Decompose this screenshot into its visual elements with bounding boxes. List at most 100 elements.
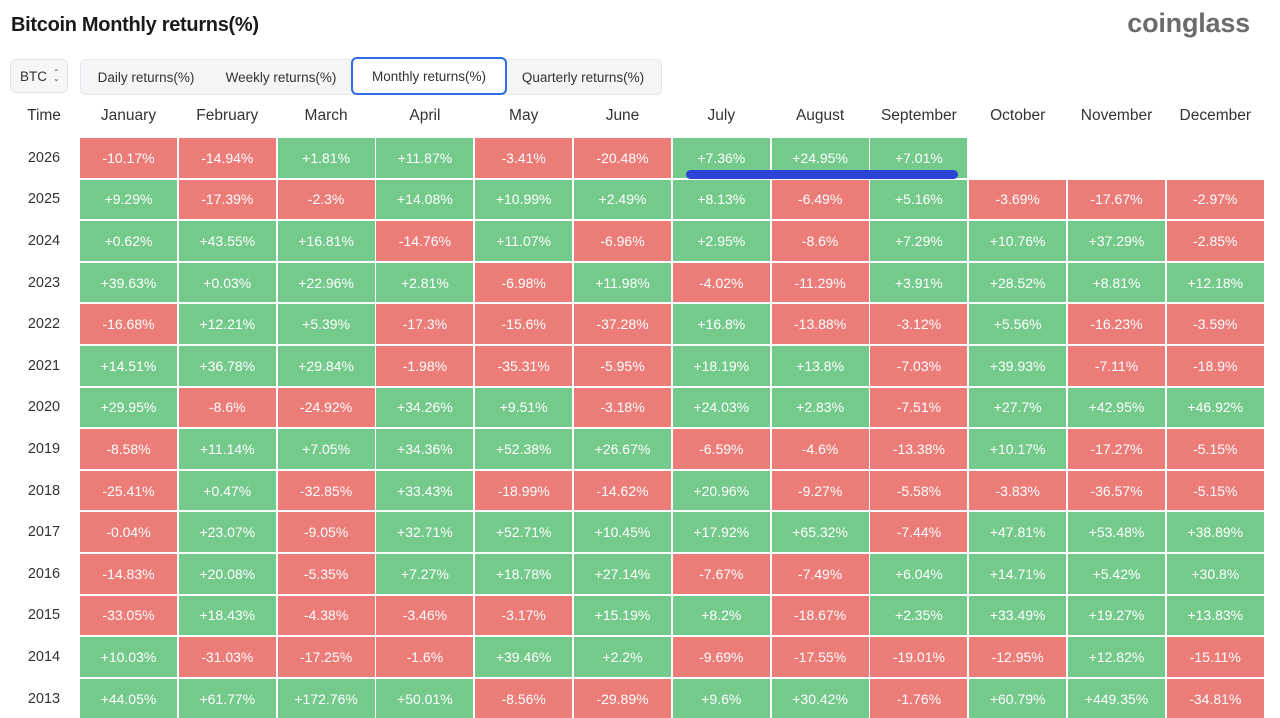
return-cell-2021-april[interactable]: -1.98% — [376, 346, 474, 386]
return-cell-2016-november[interactable]: +5.42% — [1068, 554, 1165, 594]
return-cell-2019-november[interactable]: -17.27% — [1068, 429, 1165, 469]
return-cell-2024-june[interactable]: -6.96% — [574, 221, 671, 261]
return-cell-2017-december[interactable]: +38.89% — [1166, 512, 1264, 552]
return-cell-2018-september[interactable]: -5.58% — [870, 470, 968, 511]
return-cell-2026-january[interactable]: -10.17% — [80, 138, 177, 178]
return-cell-2013-december[interactable]: -34.81% — [1166, 678, 1264, 718]
return-cell-2024-march[interactable]: +16.81% — [277, 221, 375, 261]
return-cell-2021-july[interactable]: +18.19% — [672, 346, 770, 386]
return-cell-2019-july[interactable]: -6.59% — [672, 429, 770, 469]
return-cell-2024-february[interactable]: +43.55% — [178, 221, 276, 261]
return-cell-2014-february[interactable]: -31.03% — [178, 637, 276, 677]
return-cell-2022-july[interactable]: +16.8% — [672, 304, 770, 344]
return-cell-2020-july[interactable]: +24.03% — [672, 387, 770, 428]
return-cell-2019-december[interactable]: -5.15% — [1166, 429, 1264, 469]
return-cell-2023-february[interactable]: +0.03% — [178, 262, 276, 303]
return-cell-2026-february[interactable]: -14.94% — [178, 138, 276, 178]
return-cell-2013-may[interactable]: -8.56% — [475, 678, 573, 718]
return-cell-2023-may[interactable]: -6.98% — [475, 262, 573, 303]
return-cell-2014-september[interactable]: -19.01% — [870, 637, 968, 677]
return-cell-2017-september[interactable]: -7.44% — [870, 512, 968, 552]
return-cell-2020-june[interactable]: -3.18% — [574, 387, 671, 428]
return-cell-2013-october[interactable]: +60.79% — [969, 678, 1067, 718]
return-cell-2014-december[interactable]: -15.11% — [1166, 637, 1264, 677]
return-cell-2023-october[interactable]: +28.52% — [969, 262, 1067, 303]
return-cell-2013-april[interactable]: +50.01% — [376, 678, 474, 718]
return-cell-2020-november[interactable]: +42.95% — [1068, 387, 1165, 428]
return-cell-2023-december[interactable]: +12.18% — [1166, 262, 1264, 303]
return-cell-2015-may[interactable]: -3.17% — [475, 595, 573, 636]
return-cell-2019-february[interactable]: +11.14% — [178, 429, 276, 469]
return-cell-2013-september[interactable]: -1.76% — [870, 678, 968, 718]
return-cell-2024-october[interactable]: +10.76% — [969, 221, 1067, 261]
return-cell-2017-august[interactable]: +65.32% — [771, 512, 869, 552]
return-cell-2016-october[interactable]: +14.71% — [969, 554, 1067, 594]
return-cell-2026-april[interactable]: +11.87% — [376, 138, 474, 178]
return-cell-2022-october[interactable]: +5.56% — [969, 304, 1067, 344]
return-cell-2022-january[interactable]: -16.68% — [80, 304, 177, 344]
return-cell-2018-april[interactable]: +33.43% — [376, 470, 474, 511]
return-cell-2023-january[interactable]: +39.63% — [80, 262, 177, 303]
return-cell-2025-october[interactable]: -3.69% — [969, 179, 1067, 220]
return-cell-2020-march[interactable]: -24.92% — [277, 387, 375, 428]
return-cell-2018-december[interactable]: -5.15% — [1166, 470, 1264, 511]
return-cell-2022-april[interactable]: -17.3% — [376, 304, 474, 344]
return-cell-2018-march[interactable]: -32.85% — [277, 470, 375, 511]
return-cell-2015-october[interactable]: +33.49% — [969, 595, 1067, 636]
return-cell-2015-september[interactable]: +2.35% — [870, 595, 968, 636]
return-cell-2021-may[interactable]: -35.31% — [475, 346, 573, 386]
return-cell-2022-november[interactable]: -16.23% — [1068, 304, 1165, 344]
return-cell-2020-august[interactable]: +2.83% — [771, 387, 869, 428]
return-cell-2025-september[interactable]: +5.16% — [870, 179, 968, 220]
return-cell-2025-january[interactable]: +9.29% — [80, 179, 177, 220]
return-cell-2021-february[interactable]: +36.78% — [178, 346, 276, 386]
return-cell-2026-june[interactable]: -20.48% — [574, 138, 671, 178]
return-cell-2014-july[interactable]: -9.69% — [672, 637, 770, 677]
return-cell-2013-january[interactable]: +44.05% — [80, 678, 177, 718]
coin-select[interactable]: BTC ⌃ ⌄ — [10, 59, 68, 93]
return-cell-2022-february[interactable]: +12.21% — [178, 304, 276, 344]
return-cell-2025-june[interactable]: +2.49% — [574, 179, 671, 220]
return-cell-2015-february[interactable]: +18.43% — [178, 595, 276, 636]
return-cell-2018-june[interactable]: -14.62% — [574, 470, 671, 511]
return-cell-2017-june[interactable]: +10.45% — [574, 512, 671, 552]
return-cell-2020-april[interactable]: +34.26% — [376, 387, 474, 428]
return-cell-2017-april[interactable]: +32.71% — [376, 512, 474, 552]
return-cell-2024-december[interactable]: -2.85% — [1166, 221, 1264, 261]
return-cell-2013-march[interactable]: +172.76% — [277, 678, 375, 718]
return-cell-2019-june[interactable]: +26.67% — [574, 429, 671, 469]
return-cell-2014-january[interactable]: +10.03% — [80, 637, 177, 677]
return-cell-2025-march[interactable]: -2.3% — [277, 179, 375, 220]
return-cell-2019-august[interactable]: -4.6% — [771, 429, 869, 469]
return-cell-2014-october[interactable]: -12.95% — [969, 637, 1067, 677]
return-cell-2017-july[interactable]: +17.92% — [672, 512, 770, 552]
coinglass-logo[interactable]: coinglass — [1127, 8, 1250, 38]
tab-monthly-returns[interactable]: Monthly returns(%) — [351, 57, 507, 95]
return-cell-2025-may[interactable]: +10.99% — [475, 179, 573, 220]
return-cell-2017-october[interactable]: +47.81% — [969, 512, 1067, 552]
return-cell-2023-august[interactable]: -11.29% — [771, 262, 869, 303]
tab-weekly-returns[interactable]: Weekly returns(%) — [225, 69, 337, 85]
return-cell-2015-august[interactable]: -18.67% — [771, 595, 869, 636]
return-cell-2022-june[interactable]: -37.28% — [574, 304, 671, 344]
return-cell-2013-november[interactable]: +449.35% — [1068, 678, 1165, 718]
return-cell-2015-june[interactable]: +15.19% — [574, 595, 671, 636]
return-cell-2015-january[interactable]: -33.05% — [80, 595, 177, 636]
return-cell-2014-april[interactable]: -1.6% — [376, 637, 474, 677]
return-cell-2024-may[interactable]: +11.07% — [475, 221, 573, 261]
return-cell-2017-march[interactable]: -9.05% — [277, 512, 375, 552]
return-cell-2016-march[interactable]: -5.35% — [277, 554, 375, 594]
return-cell-2014-august[interactable]: -17.55% — [771, 637, 869, 677]
return-cell-2021-november[interactable]: -7.11% — [1068, 346, 1165, 386]
return-cell-2024-september[interactable]: +7.29% — [870, 221, 968, 261]
return-cell-2017-may[interactable]: +52.71% — [475, 512, 573, 552]
return-cell-2021-august[interactable]: +13.8% — [771, 346, 869, 386]
return-cell-2020-september[interactable]: -7.51% — [870, 387, 968, 428]
return-cell-2020-october[interactable]: +27.7% — [969, 387, 1067, 428]
return-cell-2015-november[interactable]: +19.27% — [1068, 595, 1165, 636]
return-cell-2019-january[interactable]: -8.58% — [80, 429, 177, 469]
return-cell-2021-october[interactable]: +39.93% — [969, 346, 1067, 386]
return-cell-2022-august[interactable]: -13.88% — [771, 304, 869, 344]
return-cell-2016-april[interactable]: +7.27% — [376, 554, 474, 594]
return-cell-2018-august[interactable]: -9.27% — [771, 470, 869, 511]
